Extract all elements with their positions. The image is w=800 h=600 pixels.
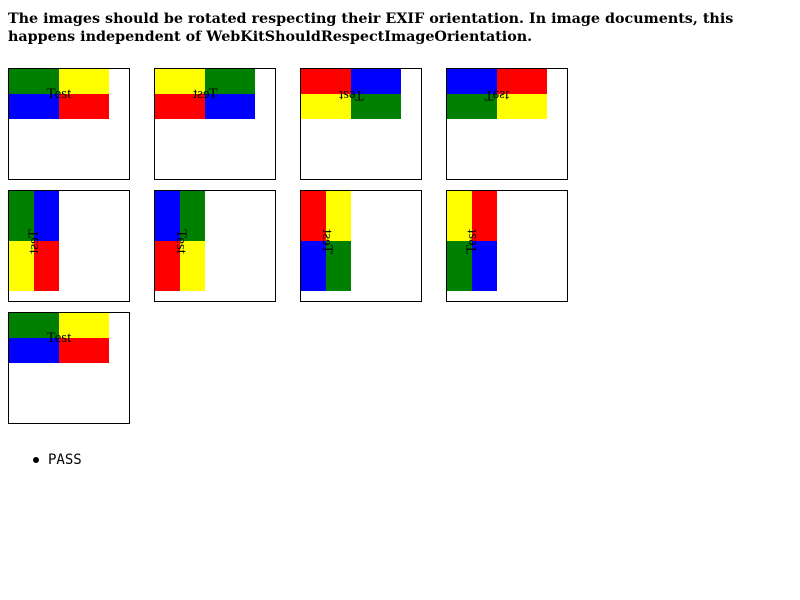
test-image: Test bbox=[9, 69, 109, 119]
image-label: Test bbox=[318, 228, 335, 254]
image-label: Test bbox=[484, 86, 510, 103]
test-image: Test bbox=[447, 69, 547, 119]
color-quadrant bbox=[9, 191, 34, 241]
image-label: Test bbox=[46, 85, 72, 102]
color-quadrant bbox=[301, 191, 326, 241]
color-quadrant bbox=[34, 191, 59, 241]
color-quadrant bbox=[472, 241, 497, 291]
color-quadrant bbox=[59, 94, 109, 119]
color-quadrant bbox=[9, 313, 59, 338]
color-quadrant bbox=[301, 241, 326, 291]
color-quadrant bbox=[9, 241, 34, 291]
image-label: Test bbox=[463, 228, 480, 254]
result-list: PASS bbox=[28, 451, 82, 469]
image-frame-orientation-6: Test bbox=[154, 190, 276, 302]
color-quadrant bbox=[447, 191, 472, 241]
bullet-icon bbox=[33, 457, 39, 463]
test-image: Test bbox=[447, 191, 497, 291]
test-image: Test bbox=[9, 191, 59, 291]
image-label: Test bbox=[25, 228, 42, 254]
color-quadrant bbox=[155, 241, 180, 291]
color-quadrant bbox=[59, 313, 109, 338]
test-image: Test bbox=[9, 313, 109, 363]
color-quadrant bbox=[447, 241, 472, 291]
color-quadrant bbox=[497, 69, 547, 94]
image-frame-orientation-4: Test bbox=[446, 68, 568, 180]
result-item: PASS bbox=[28, 451, 82, 469]
image-frame-orientation-3: Test bbox=[300, 68, 422, 180]
color-quadrant bbox=[205, 94, 255, 119]
color-quadrant bbox=[9, 69, 59, 94]
color-quadrant bbox=[205, 69, 255, 94]
color-quadrant bbox=[326, 191, 351, 241]
image-label: Test bbox=[192, 85, 218, 102]
color-quadrant bbox=[155, 69, 205, 94]
image-label: Test bbox=[46, 329, 72, 346]
color-quadrant bbox=[351, 69, 401, 94]
image-frame-orientation-1: Test bbox=[8, 68, 130, 180]
result-text: PASS bbox=[48, 452, 82, 468]
color-quadrant bbox=[326, 241, 351, 291]
color-quadrant bbox=[9, 94, 59, 119]
color-quadrant bbox=[59, 338, 109, 363]
image-frame-orientation-5: Test bbox=[8, 190, 130, 302]
color-quadrant bbox=[155, 191, 180, 241]
color-quadrant bbox=[447, 94, 497, 119]
color-quadrant bbox=[180, 241, 205, 291]
image-label: Test bbox=[172, 228, 189, 254]
color-quadrant bbox=[351, 94, 401, 119]
color-quadrant bbox=[34, 241, 59, 291]
color-quadrant bbox=[301, 69, 351, 94]
color-quadrant bbox=[472, 191, 497, 241]
image-frame-orientation-8: Test bbox=[446, 190, 568, 302]
test-image: Test bbox=[155, 69, 255, 119]
test-image: Test bbox=[301, 191, 351, 291]
color-quadrant bbox=[497, 94, 547, 119]
test-image: Test bbox=[301, 69, 401, 119]
color-quadrant bbox=[59, 69, 109, 94]
image-label: Test bbox=[338, 86, 364, 103]
image-frame-orientation-9: Test bbox=[8, 312, 130, 424]
image-frame-orientation-2: Test bbox=[154, 68, 276, 180]
color-quadrant bbox=[9, 338, 59, 363]
page-heading: The images should be rotated respecting … bbox=[8, 11, 734, 45]
color-quadrant bbox=[180, 191, 205, 241]
color-quadrant bbox=[301, 94, 351, 119]
test-image: Test bbox=[155, 191, 205, 291]
color-quadrant bbox=[447, 69, 497, 94]
image-frame-orientation-7: Test bbox=[300, 190, 422, 302]
color-quadrant bbox=[155, 94, 205, 119]
